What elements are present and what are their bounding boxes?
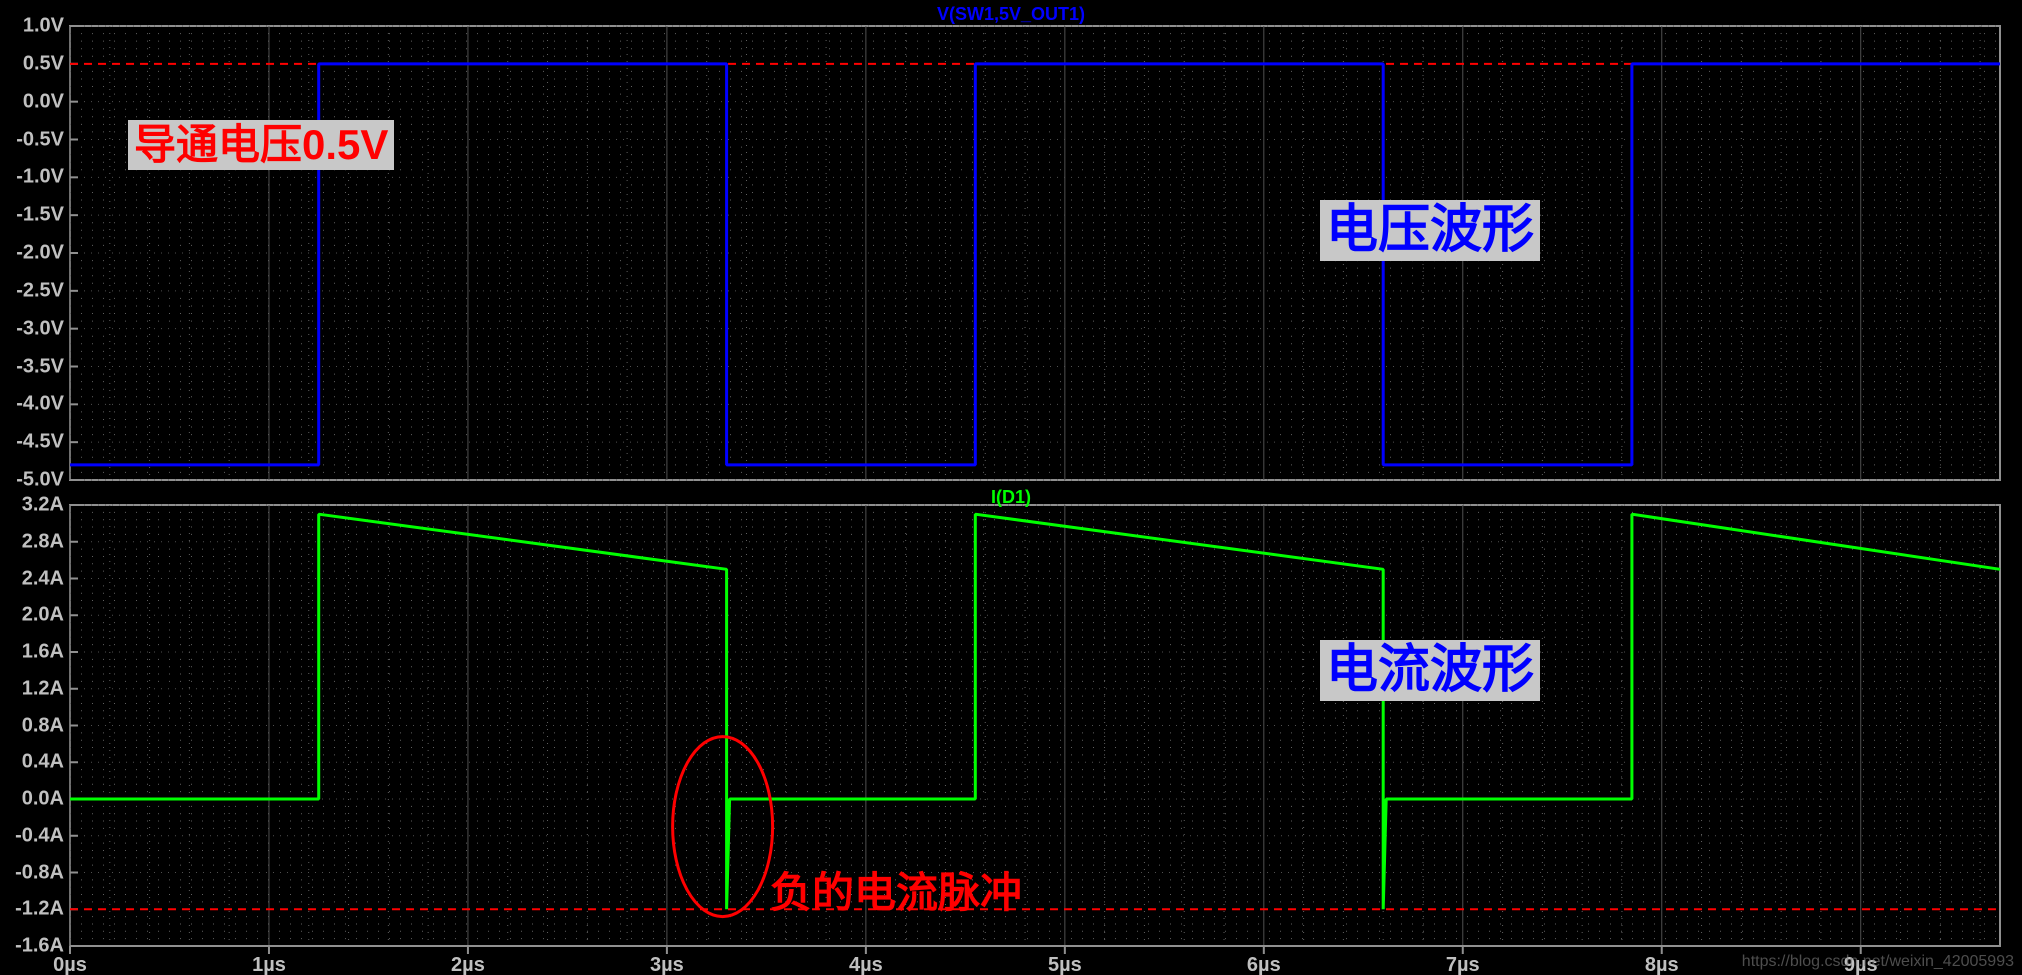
x-tick-label: 8µs [1645, 954, 1679, 975]
y-tick-label: 0.8A [22, 714, 64, 737]
current-y-axis: 3.2A 2.8A 2.4A 2.0A 1.6A 1.2A 0.8A 0.4A 0.0A -0.4… [0, 0, 66, 975]
y-tick-label: 2.0A [22, 604, 64, 627]
x-tick-label: 4µs [849, 954, 883, 975]
x-tick-label: 0µs [53, 954, 87, 975]
y-tick-label: 1.6A [22, 641, 64, 664]
voltage-pane-title: V(SW1,5V_OUT1) [937, 4, 1085, 25]
x-tick-label: 7µs [1446, 954, 1480, 975]
y-tick-label: 2.8A [22, 530, 64, 553]
x-tick-label: 5µs [1048, 954, 1082, 975]
voltage-waveform-annotation: 电压波形 [1320, 200, 1540, 261]
current-waveform-annotation: 电流波形 [1320, 640, 1540, 701]
y-tick-label: 0.4A [22, 751, 64, 774]
x-tick-label: 6µs [1247, 954, 1281, 975]
y-tick-label: -0.8A [15, 861, 64, 884]
watermark-text: https://blog.csdn.net/weixin_42005993 [1742, 953, 2014, 971]
negative-current-pulse-annotation: 负的电流脉冲 [770, 870, 1022, 916]
current-pane-title: I(D1) [991, 487, 1031, 508]
x-tick-label: 2µs [451, 954, 485, 975]
x-tick-label: 1µs [252, 954, 286, 975]
y-tick-label: -0.4A [15, 824, 64, 847]
y-tick-label: 3.2A [22, 494, 64, 517]
y-tick-label: 2.4A [22, 567, 64, 590]
y-tick-label: 0.0A [22, 788, 64, 811]
y-tick-label: 1.2A [22, 677, 64, 700]
conduction-voltage-annotation: 导通电压0.5V [128, 120, 394, 170]
y-tick-label: -1.2A [15, 898, 64, 921]
x-tick-label: 3µs [650, 954, 684, 975]
oscilloscope-screenshot: { "canvas": { "width": 2022, "height": 9… [0, 0, 2022, 975]
